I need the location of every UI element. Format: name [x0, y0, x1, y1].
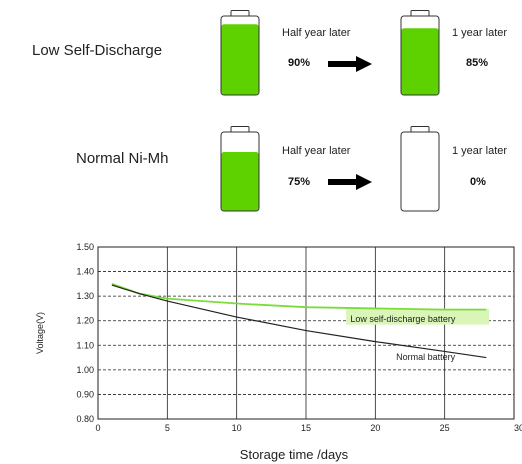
- row-label-low-self-discharge: Low Self-Discharge: [32, 42, 163, 59]
- y-tick-label: 1.40: [76, 267, 94, 277]
- x-tick-label: 15: [301, 423, 311, 433]
- voltage-chart: 0.80 0.90 1.00 1.10 1.20 1.30 1.40 1.50 0 5 10 15 2…: [35, 242, 522, 462]
- x-axis-title: Storage time /days: [240, 447, 349, 462]
- battery-icon: [220, 126, 260, 212]
- series-line-low-self-discharge: [111, 283, 487, 311]
- x-tick-label: 10: [232, 423, 242, 433]
- x-tick-label: 5: [165, 423, 170, 433]
- y-tick-label: 0.90: [76, 389, 94, 399]
- half-year-caption: Half year later: [282, 145, 351, 157]
- one-year-caption: 1 year later: [452, 27, 508, 39]
- row-label-normal-nimh: Normal Ni-Mh: [76, 150, 169, 167]
- y-axis-title: Voltage(V): [35, 312, 45, 354]
- battery-fill: [221, 152, 259, 211]
- battery-icon: [400, 10, 440, 96]
- x-tick-label: 20: [370, 423, 380, 433]
- series-label-low-self-discharge: Low self-discharge battery: [350, 314, 456, 324]
- battery-fill: [401, 28, 439, 95]
- arrow-right-icon: [328, 56, 372, 72]
- y-tick-label: 1.30: [76, 291, 94, 301]
- one-year-caption: 1 year later: [452, 145, 508, 157]
- half-year-percent: 90%: [288, 57, 311, 69]
- arrow-right-icon: [328, 174, 372, 190]
- y-tick-labels: 0.80 0.90 1.00 1.10 1.20 1.30 1.40 1.50: [76, 242, 94, 424]
- y-tick-label: 1.00: [76, 365, 94, 375]
- series-line-normal: [111, 284, 487, 359]
- battery-icon: [220, 10, 260, 96]
- x-tick-label: 30: [514, 423, 522, 433]
- x-tick-labels: 0 5 10 15 20 25 30: [95, 423, 522, 433]
- battery-icon: [400, 126, 440, 212]
- y-tick-label: 0.80: [76, 414, 94, 424]
- chart-series: [111, 283, 487, 359]
- x-tick-label: 25: [440, 423, 450, 433]
- one-year-percent: 85%: [466, 57, 489, 69]
- half-year-percent: 75%: [288, 176, 311, 188]
- y-tick-label: 1.50: [76, 242, 94, 252]
- y-tick-label: 1.20: [76, 316, 94, 326]
- low-sd-label-background: [346, 308, 490, 325]
- chart-grid: [97, 246, 515, 420]
- half-year-caption: Half year later: [282, 27, 351, 39]
- battery-fill: [221, 24, 259, 95]
- one-year-percent: 0%: [470, 176, 486, 188]
- series-label-normal: Normal battery: [396, 352, 456, 362]
- plot-frame: [97, 246, 515, 420]
- x-tick-label: 0: [95, 423, 100, 433]
- y-tick-label: 1.10: [76, 340, 94, 350]
